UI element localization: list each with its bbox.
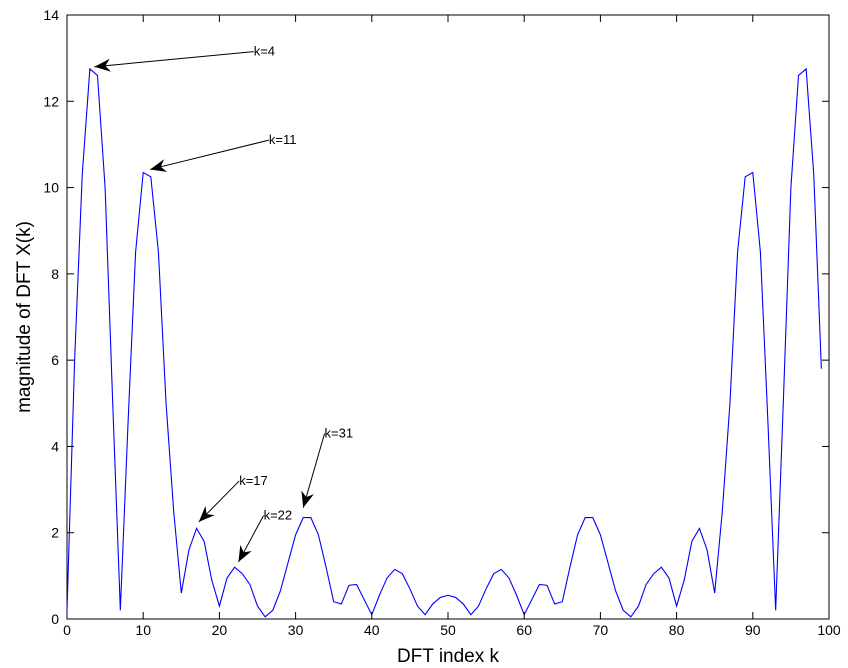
annotation: k=4 (94, 44, 275, 72)
annotation-arrowhead (238, 544, 252, 563)
y-tick-label: 10 (43, 180, 59, 196)
y-tick-label: 8 (51, 266, 59, 282)
annotation: k=11 (149, 132, 297, 172)
y-tick-label: 2 (51, 525, 59, 541)
x-tick-label: 50 (440, 622, 456, 638)
annotation-arrow-line (149, 139, 270, 170)
annotation: k=31 (301, 425, 354, 508)
y-tick-label: 12 (43, 93, 59, 109)
annotation-label: k=11 (269, 132, 297, 147)
x-tick-label: 90 (745, 622, 761, 638)
x-tick-label: 60 (516, 622, 532, 638)
x-tick-label: 0 (63, 622, 71, 638)
annotation-arrowhead (301, 490, 314, 508)
plot-area (66, 14, 830, 620)
x-tick-label: 10 (135, 622, 151, 638)
x-tick-label: 20 (212, 622, 228, 638)
annotation-label: k=4 (254, 44, 275, 59)
x-axis-label: DFT index k (397, 646, 500, 667)
axes-box (66, 14, 830, 620)
series-layer (66, 67, 822, 618)
series-line (66, 67, 822, 618)
tick-layer: 0 10 20 30 40 50 60 70 80 90 100 0 2 4 6 8 10 12 14 (43, 7, 840, 638)
annotation-arrow-line (302, 433, 326, 508)
y-tick-label: 6 (51, 352, 59, 368)
x-tick-label: 40 (364, 622, 380, 638)
y-tick-label: 14 (43, 7, 59, 23)
y-tick-label: 4 (51, 438, 59, 454)
annotation-arrowhead (198, 505, 215, 522)
annotation-label: k=31 (325, 425, 354, 440)
x-tick-label: 80 (669, 622, 685, 638)
annotation: k=22 (238, 507, 293, 563)
annotation-arrowhead (94, 58, 111, 72)
x-tick-label: 30 (288, 622, 304, 638)
y-axis-label: magnitude of DFT X(k) (14, 221, 35, 413)
x-tick-label: 100 (817, 622, 841, 638)
annotation-arrowhead (150, 159, 168, 172)
annotation-label: k=17 (239, 473, 268, 488)
annotation-layer: k=4 k=11 k=17 k=22 k=31 (94, 44, 354, 563)
annotation: k=17 (198, 473, 268, 523)
annotation-arrow-line (94, 51, 254, 68)
annotation-label: k=22 (264, 507, 293, 522)
y-tick-label: 0 (51, 611, 59, 627)
x-tick-label: 70 (593, 622, 609, 638)
